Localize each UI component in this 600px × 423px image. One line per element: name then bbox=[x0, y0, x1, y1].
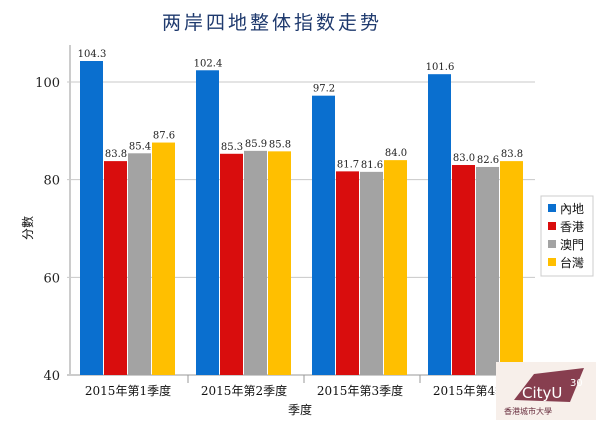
y-tick-label: 100 bbox=[35, 76, 60, 91]
bar-0-1 bbox=[196, 70, 219, 375]
y-axis-label: 分數 bbox=[21, 216, 35, 240]
data-label: 85.3 bbox=[221, 142, 243, 153]
data-label: 85.8 bbox=[269, 139, 291, 150]
bar-2-2 bbox=[360, 171, 383, 375]
svg-text:30: 30 bbox=[570, 378, 583, 389]
bar-3-2 bbox=[384, 160, 407, 375]
data-label: 87.6 bbox=[153, 131, 175, 142]
bar-0-3 bbox=[428, 74, 451, 375]
x-tick-label: 2015年第1季度 bbox=[85, 383, 171, 398]
chart-title: 两岸四地整体指数走势 bbox=[162, 12, 382, 34]
svg-text:CityU: CityU bbox=[522, 384, 562, 402]
bar-1-1 bbox=[220, 153, 243, 375]
bar-2-0 bbox=[128, 153, 151, 375]
legend-label: 香港 bbox=[560, 220, 584, 234]
bar-2-1 bbox=[244, 150, 267, 375]
y-tick-label: 80 bbox=[43, 174, 60, 189]
data-label: 81.6 bbox=[361, 160, 383, 171]
legend-swatch bbox=[548, 204, 556, 212]
legend-swatch bbox=[548, 240, 556, 248]
data-label: 81.7 bbox=[337, 159, 359, 170]
x-tick-label: 2015年第2季度 bbox=[201, 383, 287, 398]
data-label: 85.9 bbox=[245, 139, 267, 150]
data-label: 83.8 bbox=[501, 149, 523, 160]
bar-3-3 bbox=[500, 161, 523, 375]
bar-3-0 bbox=[152, 142, 175, 375]
legend-label: 內地 bbox=[560, 202, 584, 216]
bar-1-2 bbox=[336, 171, 359, 375]
data-label: 97.2 bbox=[313, 84, 335, 95]
legend-swatch bbox=[548, 258, 556, 266]
bar-1-3 bbox=[452, 165, 475, 375]
x-axis-label: 季度 bbox=[288, 402, 312, 417]
cityu-logo: CityU 30 香港城市大學 bbox=[496, 362, 596, 420]
data-label: 104.3 bbox=[78, 49, 107, 60]
data-label: 84.0 bbox=[385, 148, 407, 159]
legend-label: 台灣 bbox=[560, 255, 584, 270]
bar-0-0 bbox=[80, 61, 103, 375]
data-label: 82.6 bbox=[477, 155, 499, 166]
legend-label: 澳門 bbox=[560, 238, 584, 252]
y-tick-label: 40 bbox=[43, 369, 60, 384]
bar-0-2 bbox=[312, 95, 335, 375]
bar-2-3 bbox=[476, 166, 499, 375]
data-label: 83.8 bbox=[105, 149, 127, 160]
data-label: 83.0 bbox=[453, 153, 475, 164]
data-label: 102.4 bbox=[194, 58, 223, 69]
y-tick-label: 60 bbox=[43, 271, 60, 286]
bar-3-1 bbox=[268, 151, 291, 375]
x-tick-label: 2015年第3季度 bbox=[317, 383, 403, 398]
bar-1-0 bbox=[104, 161, 127, 375]
logo-caption: 香港城市大學 bbox=[504, 407, 552, 416]
legend-swatch bbox=[548, 222, 556, 230]
data-label: 85.4 bbox=[129, 141, 151, 152]
data-label: 101.6 bbox=[426, 62, 455, 73]
